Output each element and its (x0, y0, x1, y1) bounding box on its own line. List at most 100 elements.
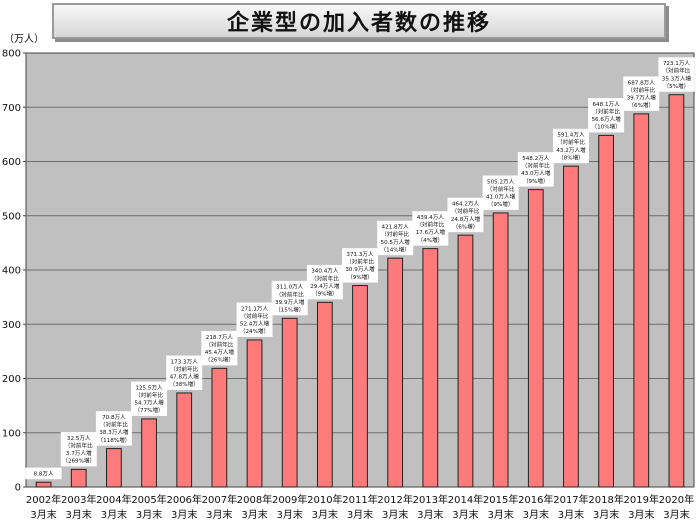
x-tick-label-month: 3月末 (487, 508, 513, 521)
data-label-line: （14%増） (381, 245, 410, 253)
data-label-line: 340.4万人 (311, 268, 339, 275)
data-label: 591.4万人（対前年比 43.2万人増（8%増） (556, 132, 586, 162)
x-tick-label-month: 3月末 (66, 508, 92, 521)
x-tick-label-year: 2014年 (448, 493, 483, 506)
x-tick-label-year: 2002年 (26, 493, 61, 506)
bar (106, 448, 122, 488)
data-label-line: （5%増） (664, 82, 690, 90)
data-label-line: 38.3万人増 (99, 428, 129, 436)
data-label-line: 56.6万人増 (591, 115, 621, 123)
x-tick-label-month: 3月末 (276, 508, 302, 521)
x-tick-label-year: 2009年 (272, 493, 307, 506)
data-label-line: （対前年比 (135, 391, 163, 399)
data-label-line: 591.4万人 (557, 132, 585, 139)
x-tick-label-month: 3月末 (136, 508, 162, 521)
data-label-line: 173.3万人 (171, 358, 199, 365)
bar (598, 134, 614, 488)
bar (35, 481, 52, 488)
data-label-line: （対前年比 (311, 274, 339, 282)
data-label-line: （対前年比 (592, 107, 620, 115)
data-label-line: （対前年比 (65, 441, 93, 449)
data-label-box (623, 76, 660, 111)
data-label-line: 24.8万人増 (451, 215, 481, 223)
data-label-line: （8%増） (558, 153, 584, 161)
data-label-box (95, 411, 132, 446)
data-label-line: （対前年比 (381, 230, 409, 238)
chart-title: 企業型の加入者数の推移 (226, 11, 491, 36)
data-label-line: 35.3万人増 (662, 74, 692, 82)
data-label-line: 648.1万人 (593, 101, 621, 108)
data-label-line: （対前年比 (205, 340, 233, 348)
data-label-line: （対前年比 (276, 290, 304, 298)
data-label: 439.4万人（対前年比 17.6万人増（4%増） (416, 214, 446, 244)
x-tick-label-month: 3月末 (628, 508, 654, 521)
bar (633, 113, 650, 488)
x-tick-label-year: 2015年 (483, 493, 518, 506)
data-label-line: 505.2万人 (487, 178, 515, 185)
data-label-line: （6%増） (453, 222, 479, 230)
x-tick-label-year: 2007年 (202, 493, 237, 506)
data-label: 271.1万人（対前年比 52.4万人増（24%増） (240, 305, 270, 335)
data-label: 340.4万人（対前年比 29.4万人増（9%増） (310, 268, 340, 298)
data-label-line: 548.2万人 (522, 155, 550, 162)
data-label: 687.8万人（対前年比 39.7万人増（6%増） (627, 79, 657, 109)
data-label-line: （9%増） (312, 290, 338, 298)
bar (457, 234, 474, 488)
data-label-line: （77%増） (134, 406, 163, 414)
data-label-box (271, 280, 308, 316)
x-tick-label-month: 3月末 (312, 508, 338, 521)
data-label: 311.0万人（対前年比 39.9万人増（15%増） (275, 284, 305, 314)
x-tick-label-month: 3月末 (663, 508, 689, 521)
data-label-line: 54.7万人増 (134, 399, 164, 407)
x-tick-label-year: 2003年 (61, 493, 96, 506)
x-tick-label-year: 2013年 (413, 493, 448, 506)
data-label-box (517, 152, 554, 187)
data-label-box (236, 302, 273, 337)
x-tick-label-month: 3月末 (241, 508, 267, 521)
data-label-line: 45.4万人増 (205, 348, 235, 356)
data-label: 371.3万人（対前年比 30.9万人増（9%増） (345, 251, 375, 281)
data-label-line: 41.0万人増 (486, 193, 516, 201)
data-label-line: 125.5万人 (135, 384, 163, 391)
x-tick-label-month: 3月末 (452, 508, 478, 521)
y-tick-label: 100 (2, 428, 21, 439)
data-label: 32.5万人（対前年比 3.7万人増（269%増） (62, 435, 95, 465)
data-label-line: 421.8万人 (382, 224, 410, 231)
data-label-line: 371.3万人 (346, 251, 374, 258)
y-tick-label: 500 (2, 211, 21, 222)
y-tick-label: 300 (2, 320, 21, 331)
data-label-line: （対前年比 (487, 185, 515, 193)
data-label-line: 218.7万人 (206, 334, 234, 341)
x-tick-label-month: 3月末 (206, 508, 232, 521)
data-label-line: 687.8万人 (628, 79, 656, 86)
data-label-line: （対前年比 (170, 365, 198, 373)
data-label-line: （9%増） (347, 273, 373, 281)
x-tick-label-year: 2011年 (342, 493, 377, 506)
x-tick-label-month: 3月末 (417, 508, 443, 521)
x-tick-label-year: 2005年 (131, 493, 166, 506)
x-tick-label-year: 2004年 (96, 493, 131, 506)
x-tick-label-year: 2018年 (588, 493, 623, 506)
x-tick-label-year: 2020年 (659, 493, 694, 506)
bar (352, 285, 368, 488)
data-label-box (412, 211, 449, 246)
data-label-line: （対前年比 (100, 421, 128, 429)
data-label-box (447, 197, 484, 233)
data-label-line: 3.7万人増 (66, 449, 92, 457)
bar (176, 392, 193, 488)
bar (246, 339, 263, 488)
data-label-line: 8.8万人 (34, 470, 54, 477)
data-label-line: 43.0万人増 (521, 169, 551, 177)
bar (281, 317, 298, 488)
data-label-line: （26%増） (205, 356, 234, 364)
x-tick-label-month: 3月末 (171, 508, 197, 521)
data-label-line: （269%増） (62, 457, 95, 465)
data-label-line: （対前年比 (416, 221, 444, 229)
data-label-line: 32.5万人 (67, 435, 91, 442)
data-label-line: （4%増） (417, 236, 443, 244)
data-label-line: 50.5万人増 (381, 238, 411, 246)
bar (563, 165, 579, 488)
data-label-line: （対前年比 (346, 258, 374, 266)
y-tick-label: 200 (2, 374, 21, 385)
data-label-line: （9%増） (488, 200, 514, 208)
